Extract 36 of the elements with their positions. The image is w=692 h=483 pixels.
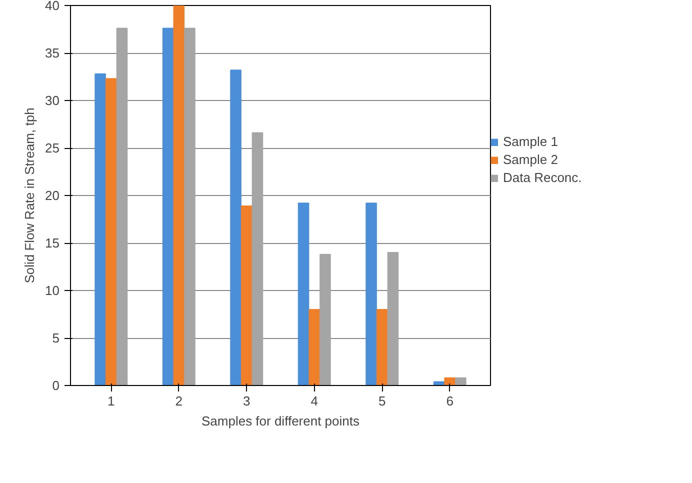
bar — [366, 202, 377, 386]
y-tick-label: 25 — [45, 140, 60, 156]
bar — [240, 205, 252, 386]
y-tick-label: 20 — [45, 188, 60, 203]
x-tick-label: 3 — [243, 394, 250, 408]
x-tick-label: 4 — [310, 394, 318, 408]
bar — [298, 202, 310, 386]
bar — [116, 28, 128, 386]
x-tick-label: 5 — [378, 394, 386, 408]
bar — [230, 70, 242, 386]
bar — [387, 252, 399, 386]
y-tick-label: 15 — [45, 236, 60, 250]
y-tick-label: 0 — [52, 378, 60, 393]
x-tick-label: 6 — [446, 394, 454, 408]
y-tick-label: 35 — [45, 46, 60, 60]
x-axis-title: Samples for different points — [201, 414, 360, 428]
bar — [94, 73, 106, 386]
legend-label: Sample 2 — [503, 152, 558, 167]
y-tick-label: 5 — [52, 330, 60, 346]
legend-label: Sample 1 — [503, 134, 558, 149]
bar — [376, 309, 388, 386]
y-tick-label: 30 — [45, 93, 60, 108]
y-tick-label: 40 — [45, 0, 60, 13]
bar — [252, 132, 264, 386]
bar — [162, 28, 174, 386]
bar — [173, 6, 185, 386]
bar — [308, 309, 320, 386]
y-axis-title: Solid Flow Rate in Stream, tph — [22, 108, 38, 284]
bar — [320, 254, 331, 386]
bar — [455, 377, 466, 386]
legend-label: Data Reconc. — [503, 170, 582, 185]
x-tick-label: 1 — [108, 394, 115, 408]
y-tick-label: 10 — [45, 283, 60, 298]
x-tick-label: 2 — [175, 394, 183, 408]
bar — [105, 78, 117, 386]
bar — [184, 28, 196, 386]
